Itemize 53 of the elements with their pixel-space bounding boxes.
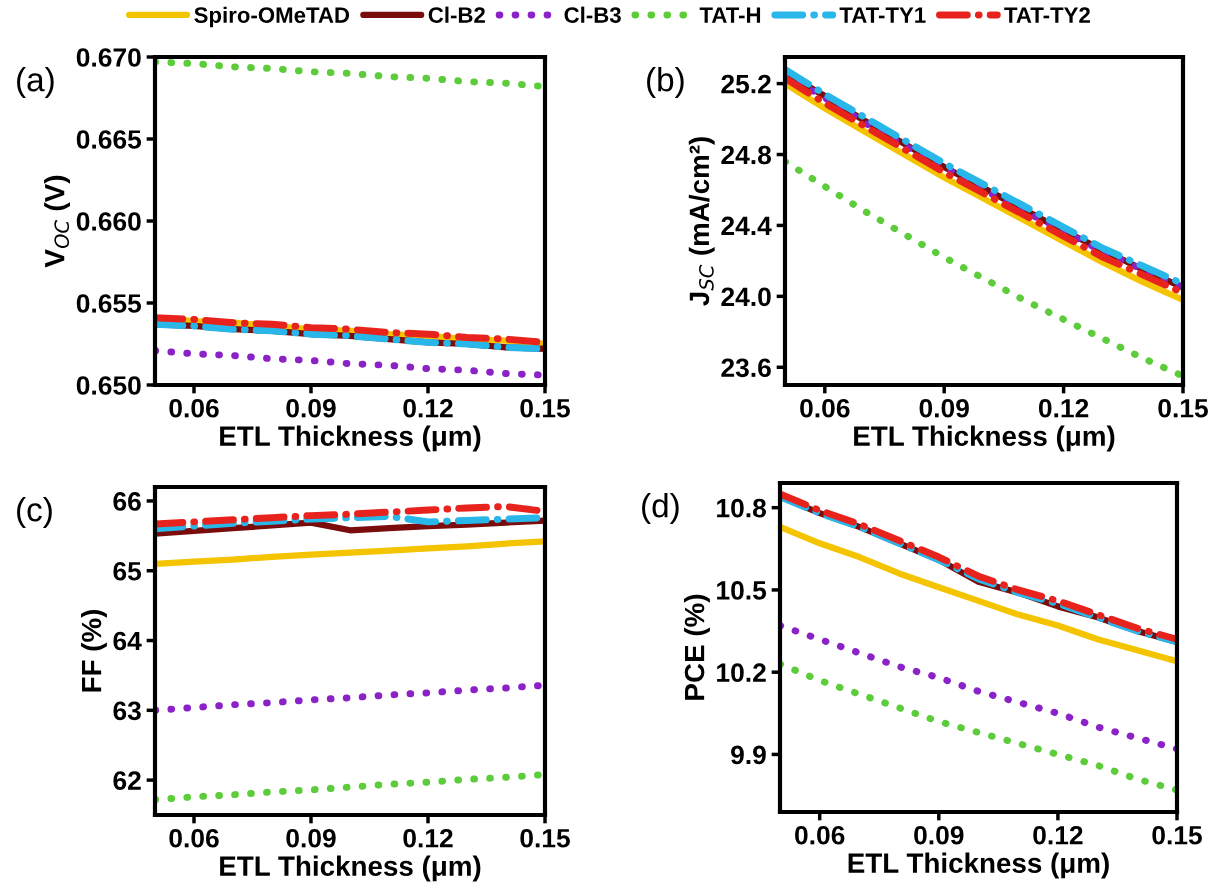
legend-label: Cl-B3 bbox=[564, 6, 621, 23]
x-tick-label: 0.15 bbox=[520, 398, 570, 418]
x-tick-label: 0.09 bbox=[914, 825, 964, 845]
x-tick-label: 0.06 bbox=[800, 398, 850, 418]
x-tick-label: 0.12 bbox=[1038, 398, 1089, 418]
y-tick-label: 9.9 bbox=[731, 745, 766, 765]
x-tick-label: 0.12 bbox=[403, 398, 453, 418]
y-tick-label: 25.2 bbox=[721, 74, 771, 94]
y-axis-title: V$_{OC}$ (V) bbox=[44, 175, 70, 268]
x-tick-label: 0.06 bbox=[795, 825, 845, 845]
x-tick-label: 0.15 bbox=[1158, 398, 1208, 418]
y-axis-title: FF (%) bbox=[81, 609, 107, 692]
x-tick-label: 0.09 bbox=[286, 828, 336, 848]
text: (b) bbox=[647, 67, 684, 99]
y-tick-label: 10.2 bbox=[717, 663, 766, 682]
y-axis-title: PCE (%) bbox=[684, 594, 710, 700]
y-tick-label: 64 bbox=[113, 631, 142, 651]
y-tick-label: 10.8 bbox=[717, 498, 766, 518]
legend-label: Spiro-OMeTAD bbox=[194, 6, 350, 28]
y-tick-label: 24.4 bbox=[721, 216, 772, 235]
x-tick-label: 0.15 bbox=[1152, 825, 1202, 845]
legend-label: Cl-B2 bbox=[428, 6, 485, 23]
y-tick-label: 10.5 bbox=[717, 581, 767, 600]
y-tick-label: 23.6 bbox=[721, 358, 771, 378]
x-tick-label: 0.09 bbox=[286, 398, 336, 418]
text: (c) bbox=[17, 497, 52, 529]
x-axis-title: ETL Thickness (μm) bbox=[220, 855, 481, 882]
x-tick-label: 0.09 bbox=[919, 398, 969, 418]
x-tick-label: 0.06 bbox=[169, 398, 219, 418]
y-tick-label: 0.660 bbox=[76, 212, 141, 231]
y-tick-label: 24.0 bbox=[721, 287, 771, 307]
y-tick-label: 0.655 bbox=[76, 294, 142, 313]
legend-label: TAT-TY2 bbox=[1004, 7, 1090, 23]
y-tick-label: 62 bbox=[113, 771, 141, 790]
x-tick-label: 0.06 bbox=[169, 828, 219, 848]
y-tick-label: 0.665 bbox=[76, 130, 142, 149]
y-tick-label: 66 bbox=[113, 492, 141, 511]
text: (d) bbox=[642, 493, 679, 525]
y-tick-label: 24.8 bbox=[721, 145, 771, 165]
y-tick-label: 0.670 bbox=[76, 48, 141, 67]
x-axis-title: ETL Thickness (μm) bbox=[220, 425, 481, 452]
x-axis-title: ETL Thickness (μm) bbox=[848, 852, 1109, 879]
x-axis-title: ETL Thickness (μm) bbox=[854, 425, 1115, 452]
x-tick-label: 0.12 bbox=[1033, 825, 1083, 845]
x-tick-label: 0.12 bbox=[403, 828, 453, 848]
y-tick-label: 63 bbox=[113, 701, 141, 721]
y-tick-label: 65 bbox=[113, 561, 142, 581]
y-axis-title: J$_{SC}$ (mA/cm²) bbox=[688, 137, 715, 306]
legend-label: TAT-H bbox=[699, 7, 761, 23]
x-tick-label: 0.15 bbox=[520, 828, 570, 848]
legend-label: TAT-TY1 bbox=[839, 7, 926, 23]
text: (a) bbox=[17, 67, 54, 99]
y-tick-label: 0.650 bbox=[76, 376, 141, 395]
